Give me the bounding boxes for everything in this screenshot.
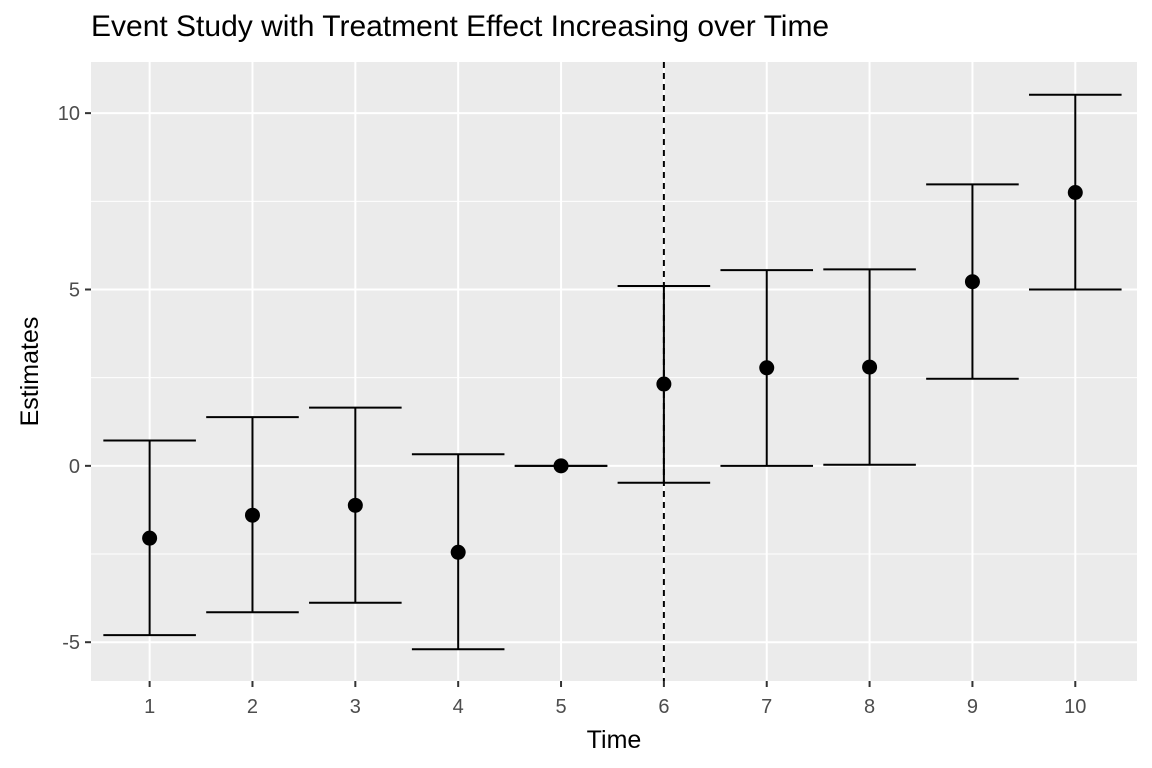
estimate-point (656, 376, 672, 392)
x-axis: 1 2 3 4 5 6 7 8 9 10 (144, 681, 1086, 718)
x-tick-label: 4 (453, 696, 464, 718)
estimate-point (1067, 185, 1083, 201)
y-tick-label: 0 (69, 456, 80, 478)
estimate-point (964, 274, 980, 290)
estimate-point (142, 530, 158, 546)
x-tick-label: 8 (864, 696, 875, 718)
x-tick-label: 7 (761, 696, 772, 718)
y-tick-label: 5 (69, 279, 80, 301)
y-tick-label: 10 (58, 103, 80, 125)
estimate-point (450, 544, 466, 560)
y-axis: -5 0 5 10 (58, 103, 91, 654)
plot-panel (91, 62, 1137, 681)
y-axis-title: Estimates (16, 317, 44, 427)
x-tick-label: 1 (144, 696, 155, 718)
x-tick-label: 6 (658, 696, 669, 718)
x-axis-title: Time (587, 726, 642, 754)
x-tick-label: 5 (555, 696, 566, 718)
estimate-point (862, 359, 878, 375)
estimate-point (347, 497, 363, 513)
y-tick-label: -5 (62, 632, 80, 654)
x-tick-label: 2 (247, 696, 258, 718)
estimate-point (759, 360, 775, 376)
estimate-point (244, 507, 260, 523)
x-tick-label: 10 (1064, 696, 1086, 718)
chart-title: Event Study with Treatment Effect Increa… (91, 10, 830, 43)
x-tick-label: 3 (350, 696, 361, 718)
estimate-point (553, 458, 569, 474)
estimate-points (142, 185, 1083, 560)
x-tick-label: 9 (967, 696, 978, 718)
